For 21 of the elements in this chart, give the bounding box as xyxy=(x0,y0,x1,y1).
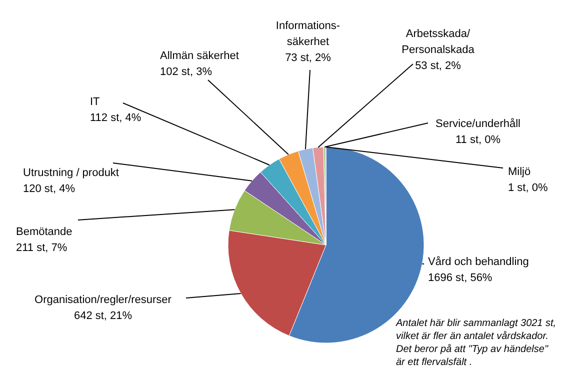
data-label: 11 st, 0% xyxy=(455,134,501,146)
data-label: 211 st, 7% xyxy=(16,242,68,254)
slice-label: Vård och behandling xyxy=(428,256,529,268)
slice-label: Organisation/regler/resurser xyxy=(34,294,172,306)
data-label: 120 st, 4% xyxy=(23,183,76,195)
data-label: 53 st, 2% xyxy=(415,60,462,72)
slice-label: IT xyxy=(90,96,100,108)
slice-label: Miljö xyxy=(508,166,531,178)
data-label: 1696 st, 56% xyxy=(428,272,492,284)
data-label: 1 st, 0% xyxy=(508,182,548,194)
data-label: 73 st, 2% xyxy=(285,52,332,64)
slice-label: Allmän säkerhet xyxy=(160,50,239,62)
slice-label: Service/underhåll xyxy=(436,118,520,130)
slice-label: Arbetsskada/ Personalskada xyxy=(402,28,476,56)
text: Antalet här blir sammanlagt 3021 st, vilket är fler än antalet vårdskador. Det beror på att "Typ av händelse" är ett flervalsfält . xyxy=(395,318,556,368)
slice-label: Informations- säkerhet xyxy=(276,20,340,48)
slice-label: Utrustning / produkt xyxy=(23,167,119,179)
slice-label: Bemötande xyxy=(16,226,72,238)
data-label: 102 st, 3% xyxy=(160,66,212,78)
data-label: 642 st, 21% xyxy=(74,310,132,322)
data-label: 112 st, 4% xyxy=(90,112,142,124)
